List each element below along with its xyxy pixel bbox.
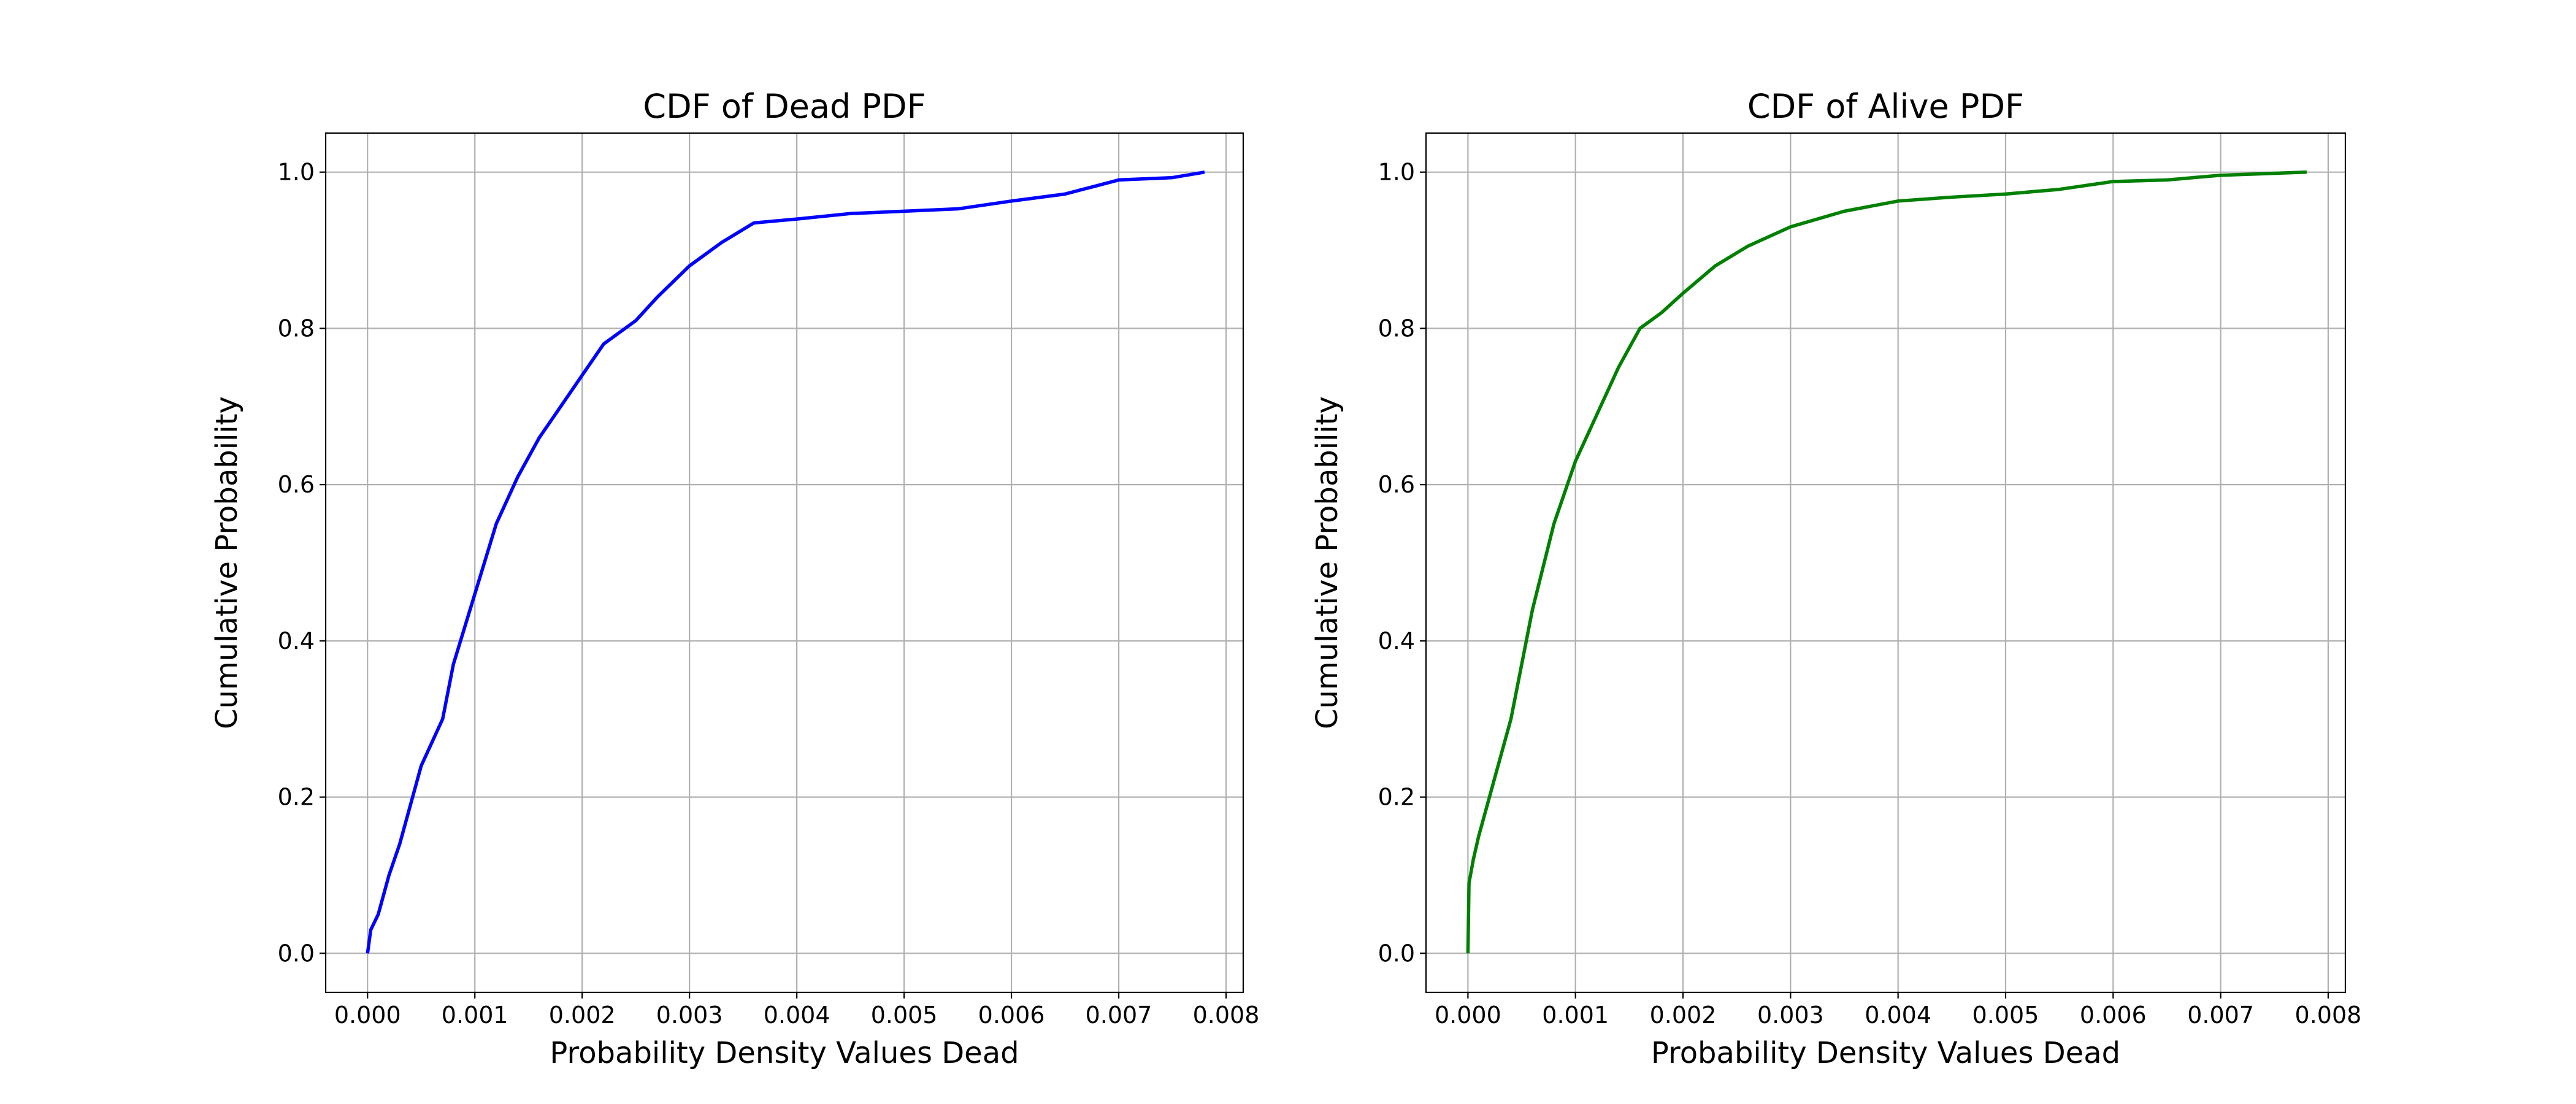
y-tick-label: 0.6 — [278, 471, 315, 498]
y-axis-label: Cumulative Probability — [210, 396, 244, 729]
x-tick-label: 0.002 — [549, 1002, 616, 1029]
y-tick-label: 0.2 — [278, 784, 315, 811]
y-axis-label: Cumulative Probability — [1310, 396, 1344, 729]
x-tick-label: 0.003 — [1757, 1002, 1824, 1029]
x-tick-label: 0.005 — [871, 1002, 938, 1029]
x-tick-label: 0.004 — [1865, 1002, 1931, 1029]
x-tick-label: 0.007 — [1086, 1002, 1152, 1029]
chart-title: CDF of Alive PDF — [1747, 87, 2024, 126]
x-tick-label: 0.007 — [2187, 1002, 2254, 1029]
chart-title: CDF of Dead PDF — [643, 87, 926, 126]
x-tick-label: 0.001 — [1542, 1002, 1609, 1029]
x-tick-label: 0.001 — [442, 1002, 508, 1029]
x-tick-label: 0.002 — [1650, 1002, 1717, 1029]
y-tick-label: 1.0 — [1378, 159, 1415, 186]
axes-frame — [1425, 132, 2347, 994]
x-axis-label: Probability Density Values Dead — [1651, 1036, 2120, 1070]
y-tick-label: 0.8 — [1378, 315, 1415, 342]
data-line — [366, 170, 1205, 954]
y-tick-label: 0.4 — [278, 627, 315, 654]
x-tick-label: 0.008 — [2295, 1002, 2362, 1029]
x-tick-label: 0.005 — [1972, 1002, 2039, 1029]
y-tick-label: 1.0 — [278, 159, 315, 186]
x-tick-label: 0.000 — [1435, 1002, 1501, 1029]
x-tick-label: 0.003 — [656, 1002, 723, 1029]
axes-frame — [324, 132, 1244, 994]
data-line — [1466, 170, 2307, 954]
y-tick-label: 0.0 — [1378, 940, 1415, 967]
x-axis-label: Probability Density Values Dead — [550, 1036, 1019, 1070]
x-tick-label: 0.006 — [2080, 1002, 2147, 1029]
y-tick-label: 0.6 — [1378, 471, 1415, 498]
x-tick-label: 0.004 — [764, 1002, 830, 1029]
y-tick-label: 0.2 — [1378, 784, 1415, 811]
y-tick-label: 0.4 — [1378, 627, 1415, 654]
y-tick-label: 0.0 — [278, 940, 315, 967]
x-tick-label: 0.000 — [334, 1002, 401, 1029]
x-tick-label: 0.006 — [978, 1002, 1045, 1029]
x-tick-label: 0.008 — [1193, 1002, 1260, 1029]
y-tick-label: 0.8 — [278, 315, 315, 342]
